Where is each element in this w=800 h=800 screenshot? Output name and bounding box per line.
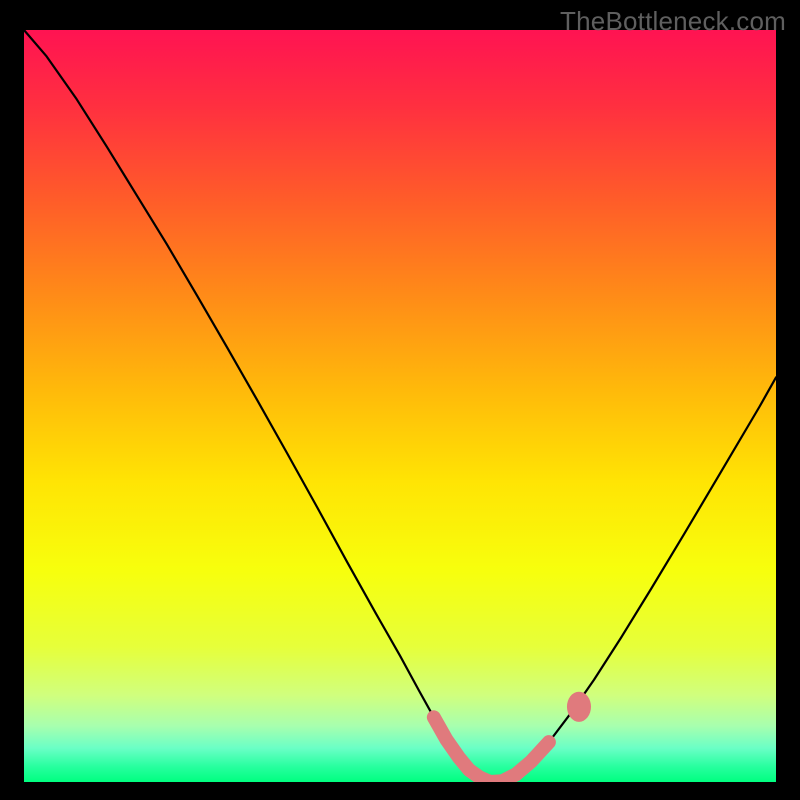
watermark-text: TheBottleneck.com bbox=[560, 6, 786, 37]
optimal-range-highlight-extra bbox=[567, 692, 591, 722]
chart-background bbox=[24, 30, 776, 782]
bottleneck-chart bbox=[24, 30, 776, 782]
